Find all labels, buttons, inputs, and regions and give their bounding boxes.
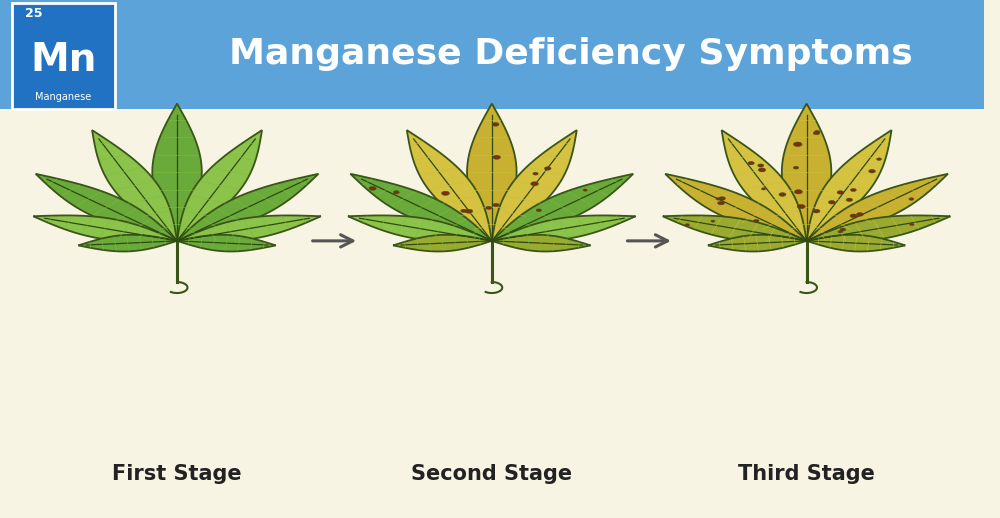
Circle shape	[536, 209, 541, 212]
Circle shape	[748, 162, 754, 165]
Polygon shape	[665, 174, 807, 241]
Circle shape	[761, 188, 766, 190]
Circle shape	[369, 186, 376, 190]
Text: First Stage: First Stage	[112, 464, 242, 484]
Polygon shape	[78, 235, 177, 251]
Circle shape	[793, 142, 802, 147]
Polygon shape	[807, 174, 948, 241]
Circle shape	[461, 209, 467, 212]
Text: Mn: Mn	[30, 41, 97, 79]
Circle shape	[719, 197, 725, 200]
Circle shape	[486, 206, 492, 209]
Polygon shape	[722, 130, 807, 241]
Circle shape	[814, 131, 820, 133]
Polygon shape	[33, 215, 177, 242]
Polygon shape	[177, 235, 276, 251]
Text: Manganese Deficiency Symptoms: Manganese Deficiency Symptoms	[229, 37, 912, 71]
FancyBboxPatch shape	[12, 3, 115, 109]
Circle shape	[813, 132, 820, 135]
Circle shape	[442, 191, 449, 195]
Circle shape	[850, 214, 857, 218]
Circle shape	[850, 189, 856, 192]
Circle shape	[718, 202, 725, 205]
Circle shape	[910, 223, 914, 226]
Polygon shape	[407, 130, 492, 241]
Polygon shape	[492, 235, 590, 251]
Text: Third Stage: Third Stage	[738, 464, 875, 484]
Circle shape	[793, 166, 799, 169]
Polygon shape	[177, 215, 321, 242]
Circle shape	[760, 169, 765, 171]
Circle shape	[869, 169, 875, 173]
Circle shape	[779, 193, 786, 196]
Circle shape	[837, 191, 844, 194]
FancyBboxPatch shape	[0, 0, 984, 109]
Circle shape	[531, 182, 538, 186]
Circle shape	[754, 219, 759, 222]
Circle shape	[877, 158, 881, 161]
Circle shape	[492, 123, 499, 126]
Circle shape	[840, 228, 846, 231]
Polygon shape	[492, 215, 636, 242]
Polygon shape	[36, 174, 177, 241]
Circle shape	[857, 212, 863, 216]
Polygon shape	[807, 215, 950, 242]
Polygon shape	[350, 174, 492, 241]
Circle shape	[846, 198, 853, 202]
Circle shape	[758, 164, 764, 167]
Text: Manganese: Manganese	[35, 92, 92, 102]
Circle shape	[544, 167, 551, 170]
Circle shape	[758, 168, 766, 172]
Circle shape	[393, 191, 399, 194]
Text: Second Stage: Second Stage	[411, 464, 572, 484]
Polygon shape	[393, 235, 492, 251]
Circle shape	[711, 220, 715, 222]
Text: 25: 25	[25, 7, 42, 20]
Polygon shape	[92, 130, 177, 241]
Polygon shape	[177, 130, 262, 241]
Polygon shape	[807, 235, 905, 251]
Polygon shape	[663, 215, 807, 242]
Polygon shape	[782, 104, 831, 241]
Circle shape	[838, 231, 843, 233]
Circle shape	[493, 155, 501, 160]
Circle shape	[533, 172, 538, 175]
Polygon shape	[467, 104, 517, 241]
Circle shape	[685, 224, 690, 226]
Circle shape	[909, 198, 914, 200]
Polygon shape	[152, 104, 202, 241]
Circle shape	[813, 209, 820, 213]
Circle shape	[465, 209, 473, 213]
Polygon shape	[348, 215, 492, 242]
Circle shape	[493, 203, 499, 207]
Circle shape	[797, 205, 805, 209]
Circle shape	[794, 190, 802, 194]
Polygon shape	[807, 130, 892, 241]
Polygon shape	[708, 235, 807, 251]
Polygon shape	[492, 174, 633, 241]
Polygon shape	[177, 174, 318, 241]
Circle shape	[716, 198, 721, 200]
Circle shape	[583, 189, 587, 191]
Polygon shape	[492, 130, 577, 241]
Circle shape	[828, 200, 835, 204]
